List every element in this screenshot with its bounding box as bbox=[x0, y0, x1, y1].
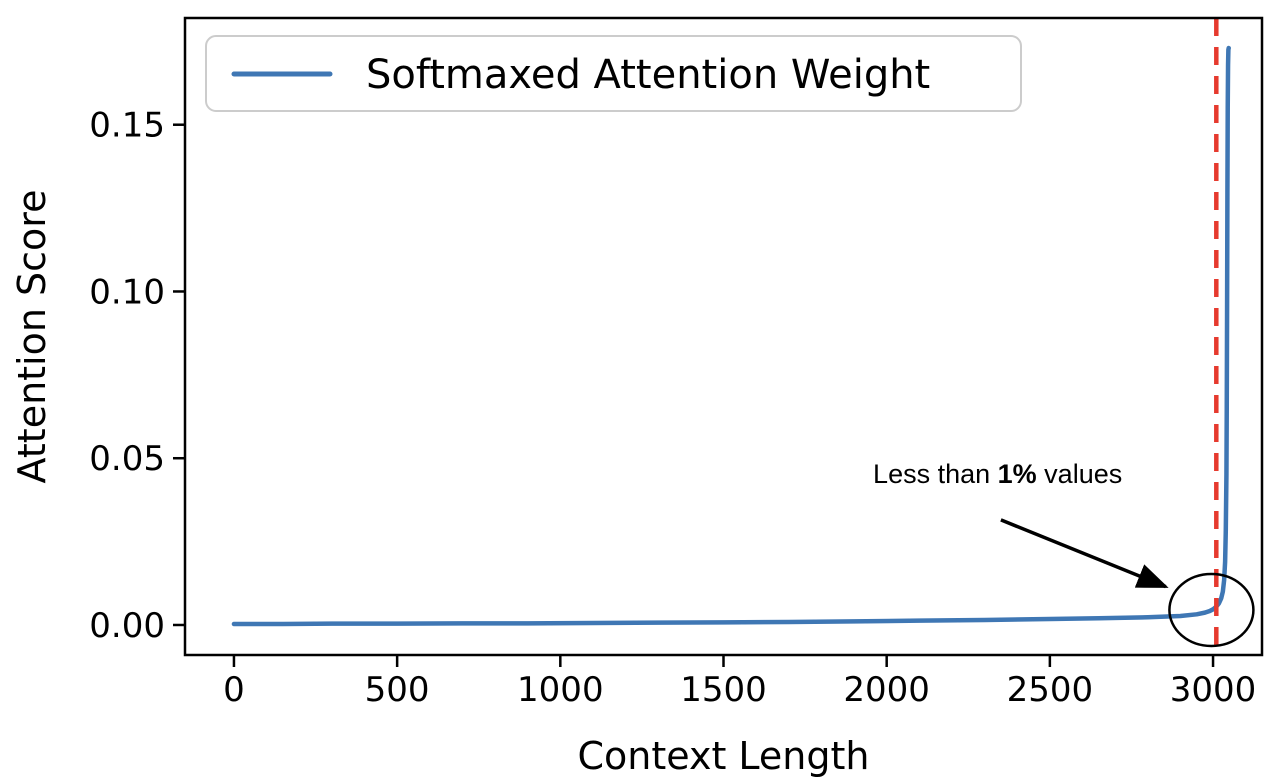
legend-label: Softmaxed Attention Weight bbox=[366, 52, 930, 98]
legend-box bbox=[205, 35, 1022, 112]
x-tick-label: 1500 bbox=[680, 670, 767, 710]
annotation-text: Less than 1% values bbox=[873, 459, 1122, 489]
x-tick-label: 2500 bbox=[1007, 670, 1094, 710]
x-tick-label: 2000 bbox=[843, 670, 930, 710]
y-tick-label: 0.05 bbox=[89, 439, 165, 479]
annotation-arrow bbox=[1000, 518, 1169, 589]
x-tick-label: 500 bbox=[365, 670, 430, 710]
x-tick-label: 1000 bbox=[517, 670, 604, 710]
x-axis-label: Context Length bbox=[577, 734, 869, 778]
y-tick-label: 0.15 bbox=[89, 106, 165, 146]
x-tick-label: 0 bbox=[223, 670, 245, 710]
y-axis-label: Attention Score bbox=[10, 190, 54, 484]
y-tick-label: 0.00 bbox=[89, 606, 165, 646]
x-tick-label: 3000 bbox=[1170, 670, 1257, 710]
y-tick-label: 0.10 bbox=[89, 272, 165, 312]
plot-area: Less than 1% values 0 500 1000 1500 2000 2500 3… bbox=[10, 16, 1264, 778]
annotation-circle bbox=[1168, 572, 1255, 648]
legend: Softmaxed Attention Weight bbox=[205, 35, 1022, 112]
attention-line bbox=[231, 45, 1231, 627]
